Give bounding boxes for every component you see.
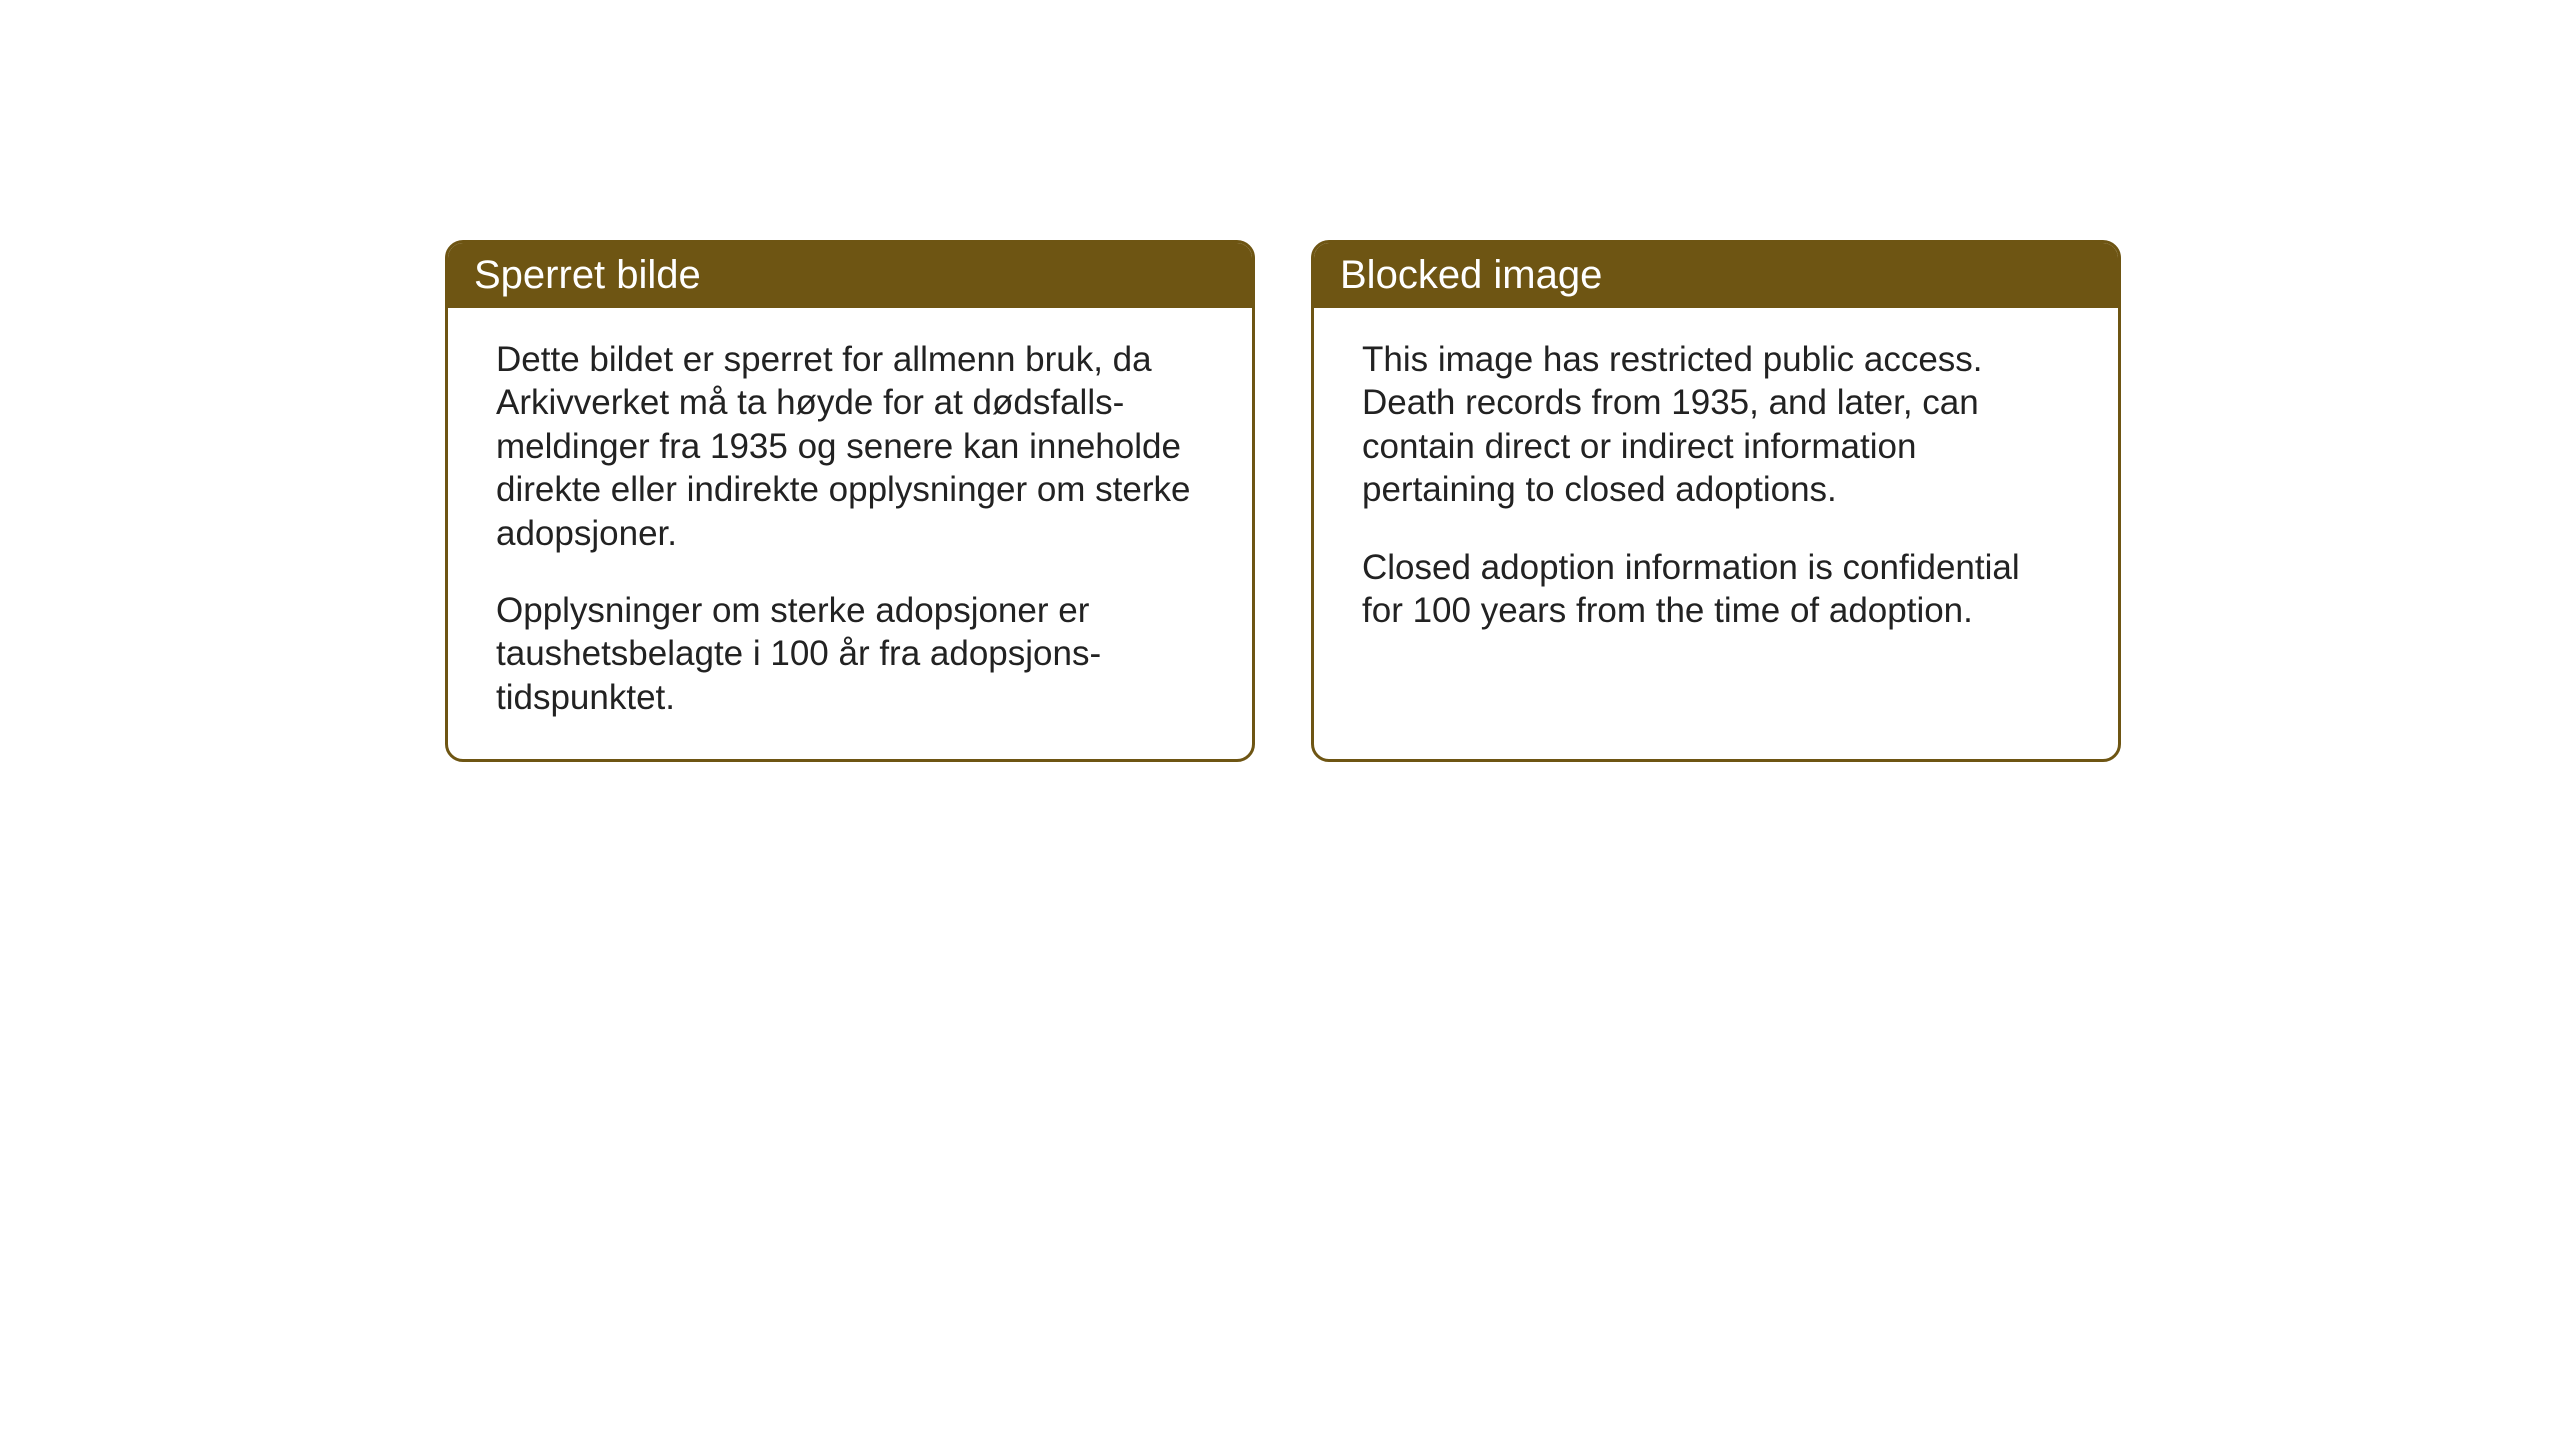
notice-card-english: Blocked image This image has restricted … [1311, 240, 2121, 762]
card-header-norwegian: Sperret bilde [448, 243, 1252, 308]
notice-container: Sperret bilde Dette bildet er sperret fo… [445, 240, 2121, 762]
card-body-english: This image has restricted public access.… [1314, 308, 2118, 672]
card-title: Blocked image [1340, 253, 1602, 297]
card-body-norwegian: Dette bildet er sperret for allmenn bruk… [448, 308, 1252, 759]
card-paragraph: Closed adoption information is confident… [1362, 546, 2070, 633]
card-paragraph: Dette bildet er sperret for allmenn bruk… [496, 338, 1204, 555]
card-paragraph: This image has restricted public access.… [1362, 338, 2070, 512]
card-header-english: Blocked image [1314, 243, 2118, 308]
notice-card-norwegian: Sperret bilde Dette bildet er sperret fo… [445, 240, 1255, 762]
card-title: Sperret bilde [474, 253, 701, 297]
card-paragraph: Opplysninger om sterke adopsjoner er tau… [496, 589, 1204, 719]
